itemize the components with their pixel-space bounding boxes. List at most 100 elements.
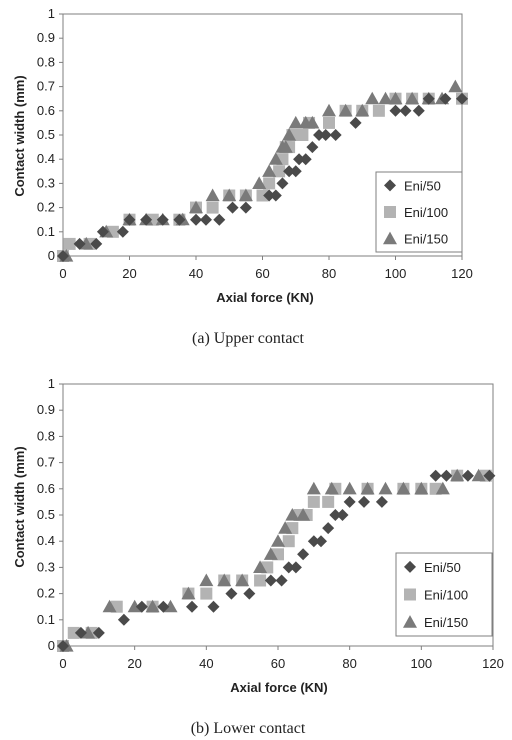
y-tick-label: 1 — [48, 6, 55, 21]
data-point — [157, 600, 170, 613]
data-point — [329, 129, 342, 141]
data-point — [483, 469, 496, 482]
data-point — [378, 91, 393, 105]
data-point — [389, 104, 402, 117]
x-tick-label: 80 — [342, 656, 356, 671]
data-point — [315, 535, 327, 548]
y-tick-label: 0.6 — [37, 481, 55, 496]
data-point — [322, 522, 335, 535]
data-point — [365, 91, 380, 105]
data-point — [278, 140, 293, 153]
data-point — [282, 128, 297, 141]
data-point — [355, 103, 370, 117]
y-axis-label: Contact width (mm) — [12, 75, 27, 196]
y-tick-label: 0.3 — [37, 559, 55, 574]
data-point — [163, 599, 178, 613]
data-point — [74, 626, 87, 639]
data-point — [322, 103, 336, 117]
data-point — [73, 237, 86, 250]
x-tick-label: 120 — [482, 656, 504, 671]
data-point — [217, 573, 232, 587]
data-point — [222, 188, 237, 202]
data-point — [271, 534, 285, 547]
legend-label: Eni/50 — [424, 560, 461, 575]
legend-label: Eni/150 — [424, 615, 468, 630]
data-point — [322, 495, 335, 508]
data-point — [283, 165, 296, 178]
y-tick-label: 0.5 — [37, 507, 55, 522]
x-tick-label: 80 — [322, 266, 336, 281]
x-tick-label: 100 — [385, 266, 407, 281]
data-point — [67, 626, 80, 639]
y-tick-label: 0.5 — [37, 127, 55, 142]
legend-label: Eni/100 — [424, 588, 468, 603]
data-point — [396, 481, 411, 495]
legend-label: Eni/50 — [404, 178, 441, 193]
x-tick-label: 40 — [199, 656, 213, 671]
y-tick-label: 0.7 — [37, 455, 55, 470]
data-point — [296, 508, 311, 521]
data-point — [405, 91, 420, 105]
data-point — [263, 189, 276, 202]
x-tick-label: 60 — [255, 266, 269, 281]
y-tick-label: 0.6 — [37, 103, 55, 118]
data-point — [343, 495, 356, 508]
data-point — [360, 481, 375, 495]
data-point — [226, 201, 239, 214]
data-point — [123, 213, 136, 226]
data-point — [461, 469, 474, 482]
data-point — [293, 153, 306, 166]
plot-frame — [59, 383, 494, 650]
x-tick-label: 100 — [410, 656, 432, 671]
data-point — [338, 103, 353, 117]
y-tick-labels: 0 0.1 0.2 0.3 0.4 0.5 0.6 0.7 0.8 0.9 1 — [37, 6, 55, 263]
data-point — [63, 237, 76, 250]
data-point — [435, 481, 450, 495]
data-point — [116, 225, 129, 238]
data-point — [81, 625, 96, 639]
data-point — [263, 177, 276, 190]
data-point — [117, 613, 130, 626]
x-tick-label: 40 — [189, 266, 203, 281]
data-point — [199, 213, 212, 226]
data-point — [181, 586, 196, 600]
legend: Eni/50 Eni/100 Eni/150 — [395, 552, 493, 637]
data-point — [399, 104, 412, 117]
y-tick-label: 0.1 — [37, 612, 55, 627]
y-tick-label: 0.2 — [37, 200, 55, 215]
data-point — [145, 599, 160, 613]
caption: (b) Lower contact — [191, 720, 306, 737]
x-tick-label: 120 — [451, 266, 473, 281]
data-point — [305, 115, 320, 129]
data-point — [324, 481, 339, 495]
data-point — [239, 201, 252, 214]
data-point — [140, 213, 153, 226]
y-tick-label: 0.8 — [37, 428, 55, 443]
data-point — [225, 587, 238, 600]
data-point — [135, 600, 148, 613]
data-point — [96, 225, 109, 238]
data-point — [471, 468, 486, 482]
data-point — [313, 129, 326, 141]
data-point — [319, 129, 332, 141]
data-point — [282, 535, 295, 548]
data-point — [127, 599, 142, 613]
x-axis-label: Axial force (KN) — [230, 680, 328, 695]
y-tick-label: 0.4 — [37, 533, 55, 548]
data-point — [275, 574, 288, 587]
legend: Eni/50 Eni/100 Eni/150 — [375, 171, 463, 253]
data-point — [252, 176, 267, 189]
data-point — [186, 600, 198, 613]
x-tick-labels: 0 20 40 60 80 100 120 — [59, 266, 472, 281]
y-tick-label: 0.7 — [37, 79, 55, 94]
data-point — [243, 587, 256, 600]
data-points — [57, 468, 496, 652]
data-point — [276, 177, 289, 190]
data-point — [282, 561, 295, 574]
data-point — [323, 116, 335, 129]
data-point — [238, 188, 253, 202]
legend-marker — [384, 179, 396, 192]
data-point — [306, 141, 319, 154]
y-tick-labels: 0 0.1 0.2 0.3 0.4 0.5 0.6 0.7 0.8 0.9 1 — [37, 376, 55, 653]
